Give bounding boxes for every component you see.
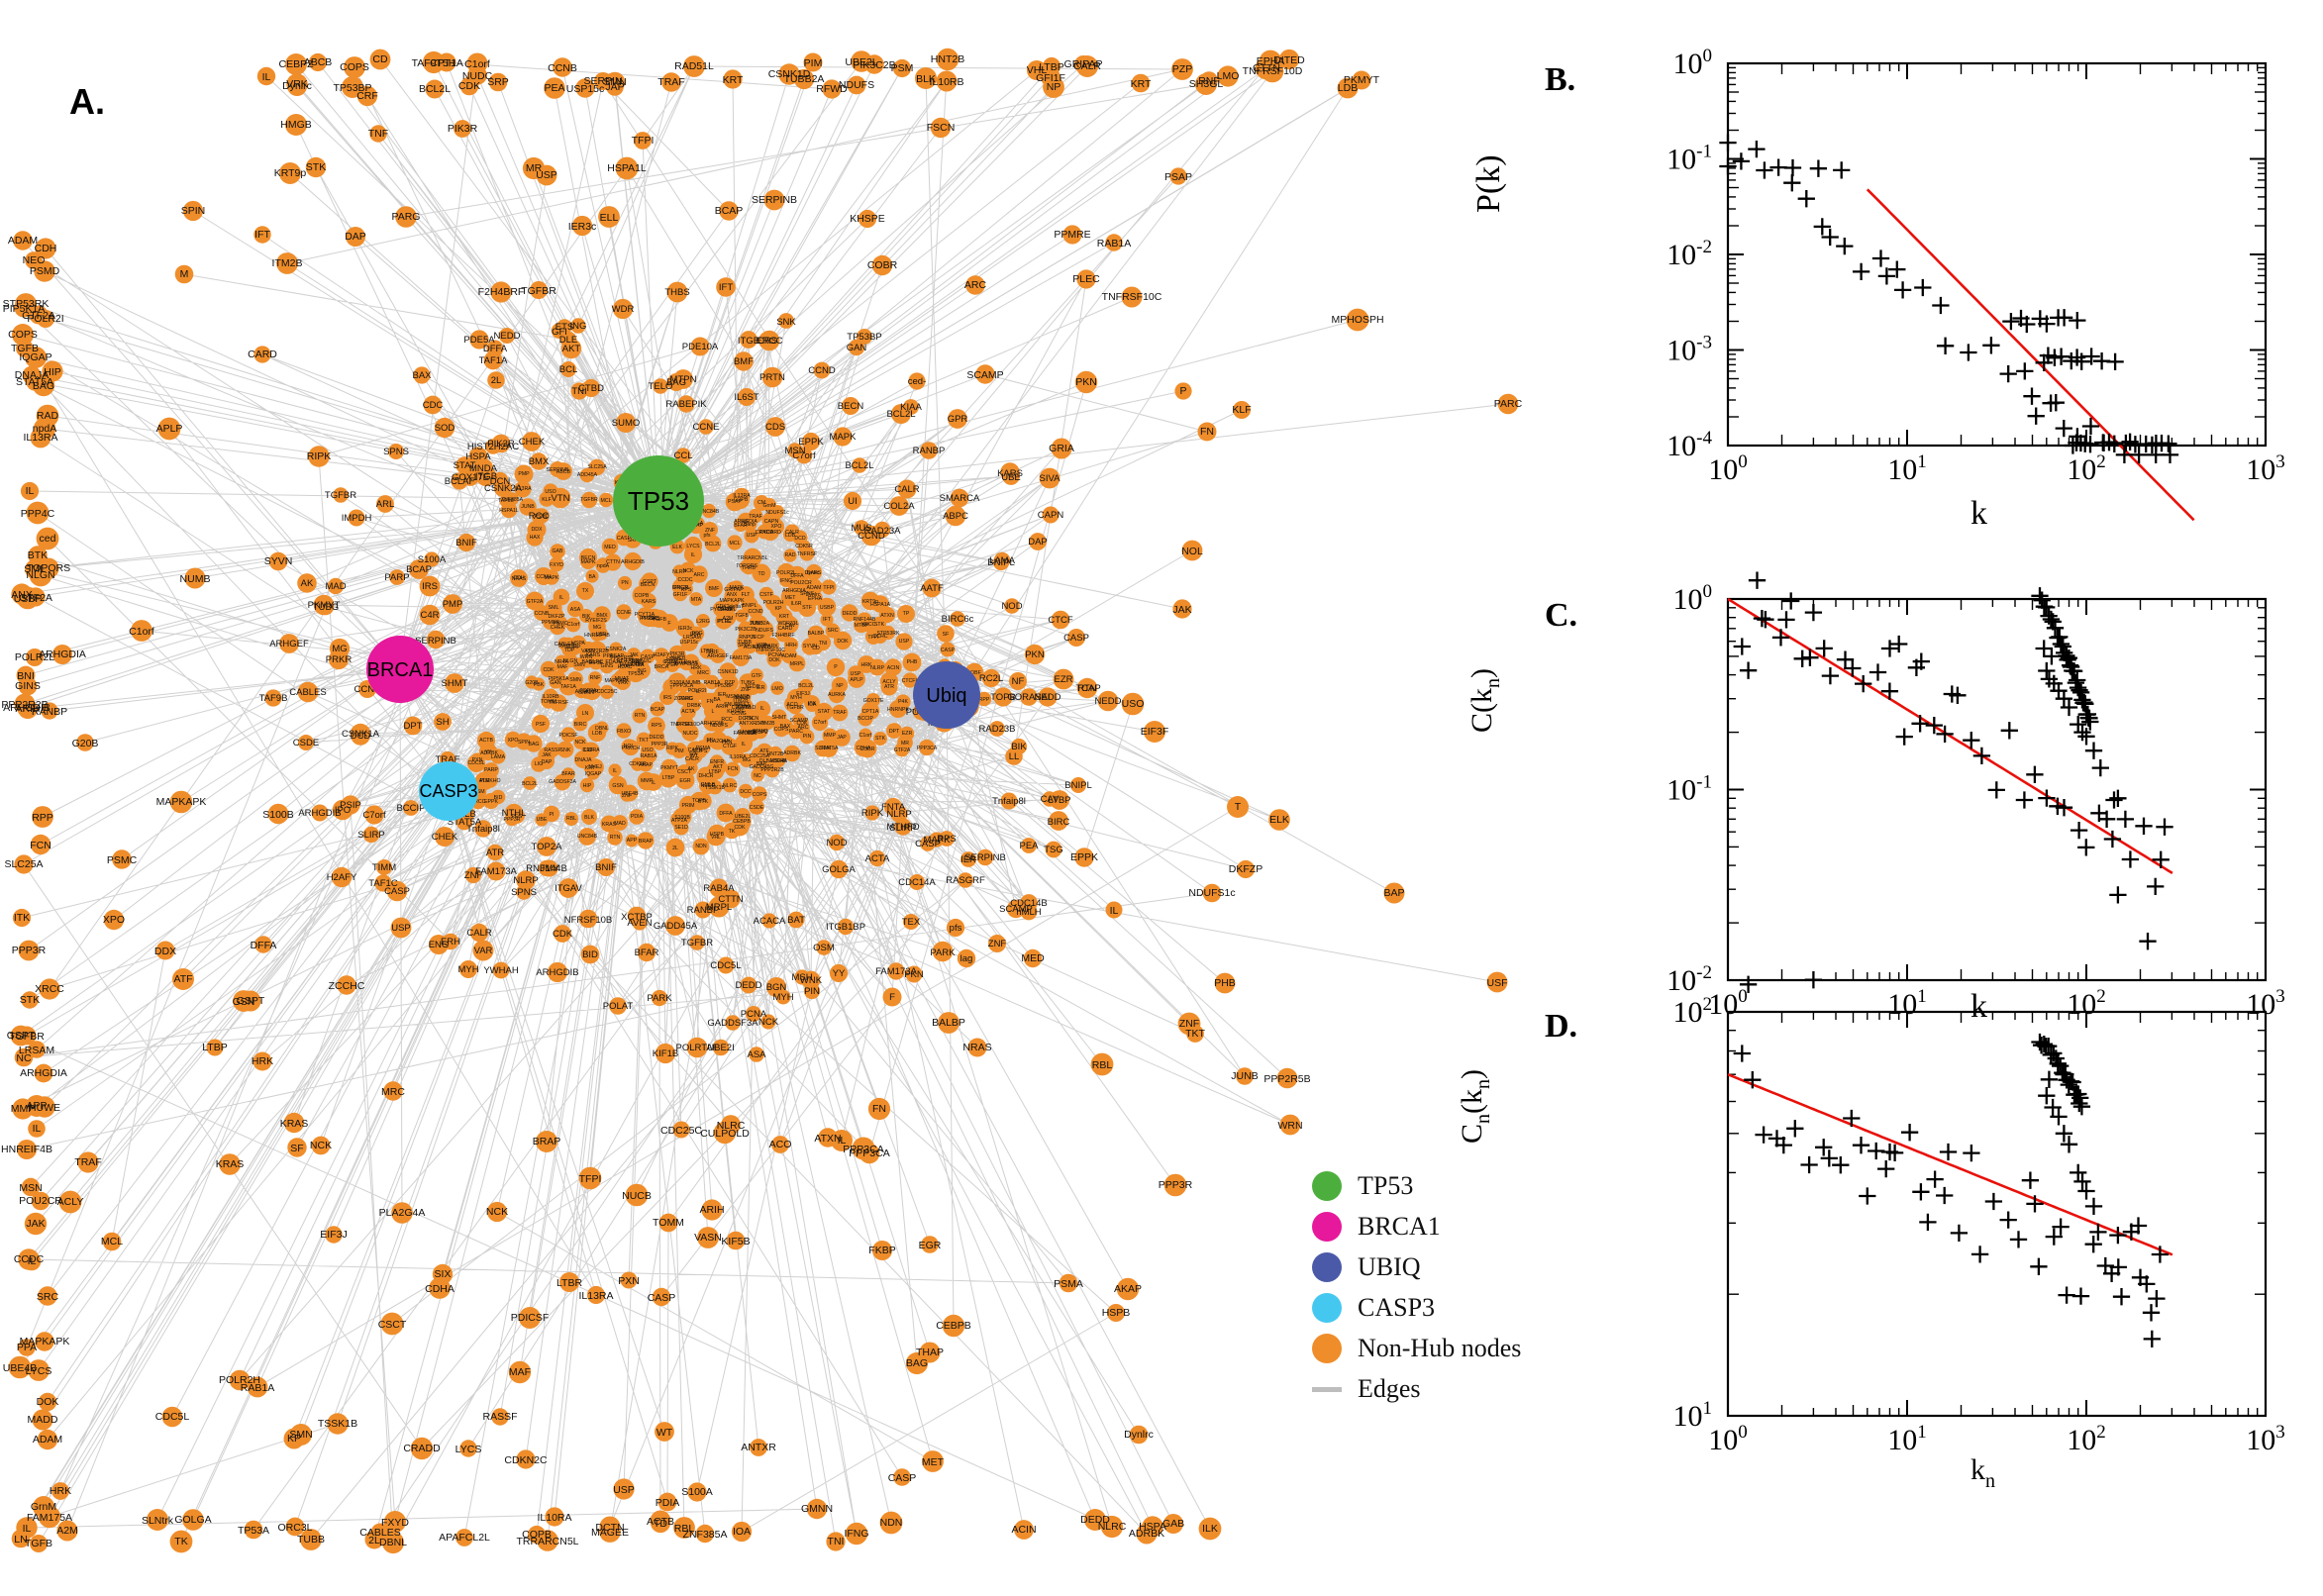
svg-text:102: 102 xyxy=(2067,1422,2106,1456)
svg-text:100: 100 xyxy=(1673,581,1713,616)
svg-text:100: 100 xyxy=(1673,46,1713,80)
svg-text:102: 102 xyxy=(2067,451,2106,486)
svg-text:10-3: 10-3 xyxy=(1666,333,1712,367)
svg-text:10-4: 10-4 xyxy=(1666,428,1712,462)
svg-text:10-1: 10-1 xyxy=(1666,772,1712,807)
svg-text:10-2: 10-2 xyxy=(1666,962,1712,997)
svg-text:101: 101 xyxy=(1887,451,1927,486)
svg-text:10-2: 10-2 xyxy=(1666,237,1712,271)
svg-text:102: 102 xyxy=(1673,994,1713,1029)
svg-text:100: 100 xyxy=(1708,1422,1748,1456)
svg-text:10-1: 10-1 xyxy=(1666,142,1712,176)
svg-text:103: 103 xyxy=(2246,451,2285,486)
svg-text:103: 103 xyxy=(2246,1422,2285,1456)
svg-text:101: 101 xyxy=(1887,1422,1927,1456)
svg-text:100: 100 xyxy=(1708,451,1748,486)
